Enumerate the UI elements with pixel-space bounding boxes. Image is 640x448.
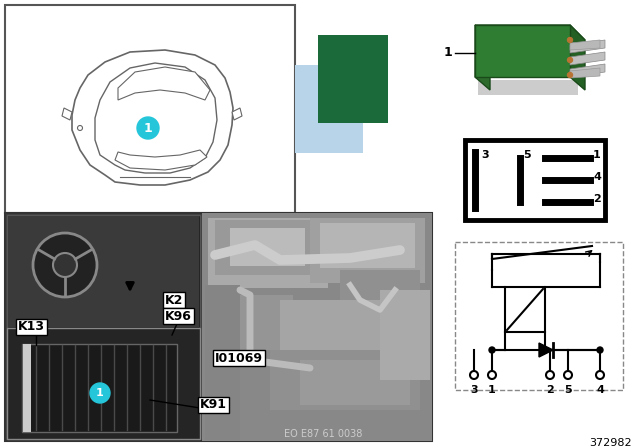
- Polygon shape: [570, 52, 605, 65]
- Text: EO E87 61 0038: EO E87 61 0038: [284, 429, 362, 439]
- Bar: [22, 344, 177, 432]
- Circle shape: [546, 371, 554, 379]
- Text: K96: K96: [165, 310, 192, 323]
- Bar: [465, 140, 605, 220]
- Polygon shape: [570, 64, 605, 77]
- Circle shape: [596, 371, 604, 379]
- Bar: [7, 328, 200, 439]
- Polygon shape: [475, 25, 490, 90]
- Polygon shape: [118, 67, 210, 100]
- Text: I01069: I01069: [215, 352, 263, 365]
- Polygon shape: [115, 150, 207, 170]
- Bar: [230, 228, 305, 266]
- Circle shape: [137, 117, 159, 139]
- Bar: [505, 287, 545, 332]
- Circle shape: [90, 383, 110, 403]
- Bar: [5, 213, 432, 441]
- Circle shape: [33, 233, 97, 297]
- Text: 1: 1: [444, 47, 452, 60]
- Bar: [340, 270, 420, 320]
- Text: 4: 4: [596, 385, 604, 395]
- Circle shape: [77, 125, 83, 130]
- Bar: [23, 344, 31, 432]
- Bar: [208, 295, 293, 350]
- Polygon shape: [232, 108, 242, 120]
- Bar: [7, 215, 200, 328]
- Text: K2: K2: [165, 293, 184, 306]
- Polygon shape: [475, 25, 570, 77]
- Polygon shape: [570, 68, 600, 78]
- Circle shape: [568, 57, 573, 63]
- Polygon shape: [95, 63, 217, 173]
- Polygon shape: [62, 108, 72, 120]
- Circle shape: [470, 371, 478, 379]
- Text: 1: 1: [96, 388, 104, 398]
- Polygon shape: [539, 343, 553, 357]
- Text: 5: 5: [523, 150, 531, 160]
- Polygon shape: [570, 40, 600, 50]
- Circle shape: [564, 371, 572, 379]
- Polygon shape: [570, 25, 585, 90]
- Bar: [270, 350, 420, 410]
- Bar: [310, 218, 425, 283]
- Text: 3: 3: [481, 150, 488, 160]
- Polygon shape: [570, 40, 605, 53]
- Bar: [208, 218, 328, 288]
- Polygon shape: [72, 50, 233, 185]
- Bar: [295, 65, 363, 153]
- Text: 2: 2: [593, 194, 601, 204]
- Bar: [205, 285, 240, 440]
- Text: 1: 1: [143, 121, 152, 134]
- Circle shape: [597, 347, 603, 353]
- Text: 1: 1: [593, 150, 601, 160]
- Text: 4: 4: [593, 172, 601, 182]
- Circle shape: [488, 371, 496, 379]
- Bar: [478, 80, 578, 95]
- Bar: [215, 220, 315, 275]
- Text: 1: 1: [488, 385, 496, 395]
- Text: 372982: 372982: [589, 438, 632, 448]
- Circle shape: [568, 38, 573, 43]
- Text: 5: 5: [564, 385, 572, 395]
- Circle shape: [568, 73, 573, 78]
- Bar: [202, 213, 432, 441]
- Bar: [455, 242, 623, 390]
- Bar: [300, 360, 410, 405]
- Text: K91: K91: [200, 399, 227, 412]
- Bar: [320, 223, 415, 268]
- Bar: [8, 216, 199, 327]
- Circle shape: [489, 347, 495, 353]
- Text: 3: 3: [470, 385, 478, 395]
- Bar: [5, 5, 295, 213]
- Circle shape: [53, 253, 77, 277]
- Bar: [280, 300, 390, 355]
- Polygon shape: [475, 25, 585, 40]
- Text: K13: K13: [18, 320, 45, 333]
- Text: 2: 2: [546, 385, 554, 395]
- Bar: [318, 35, 388, 123]
- Bar: [380, 290, 430, 380]
